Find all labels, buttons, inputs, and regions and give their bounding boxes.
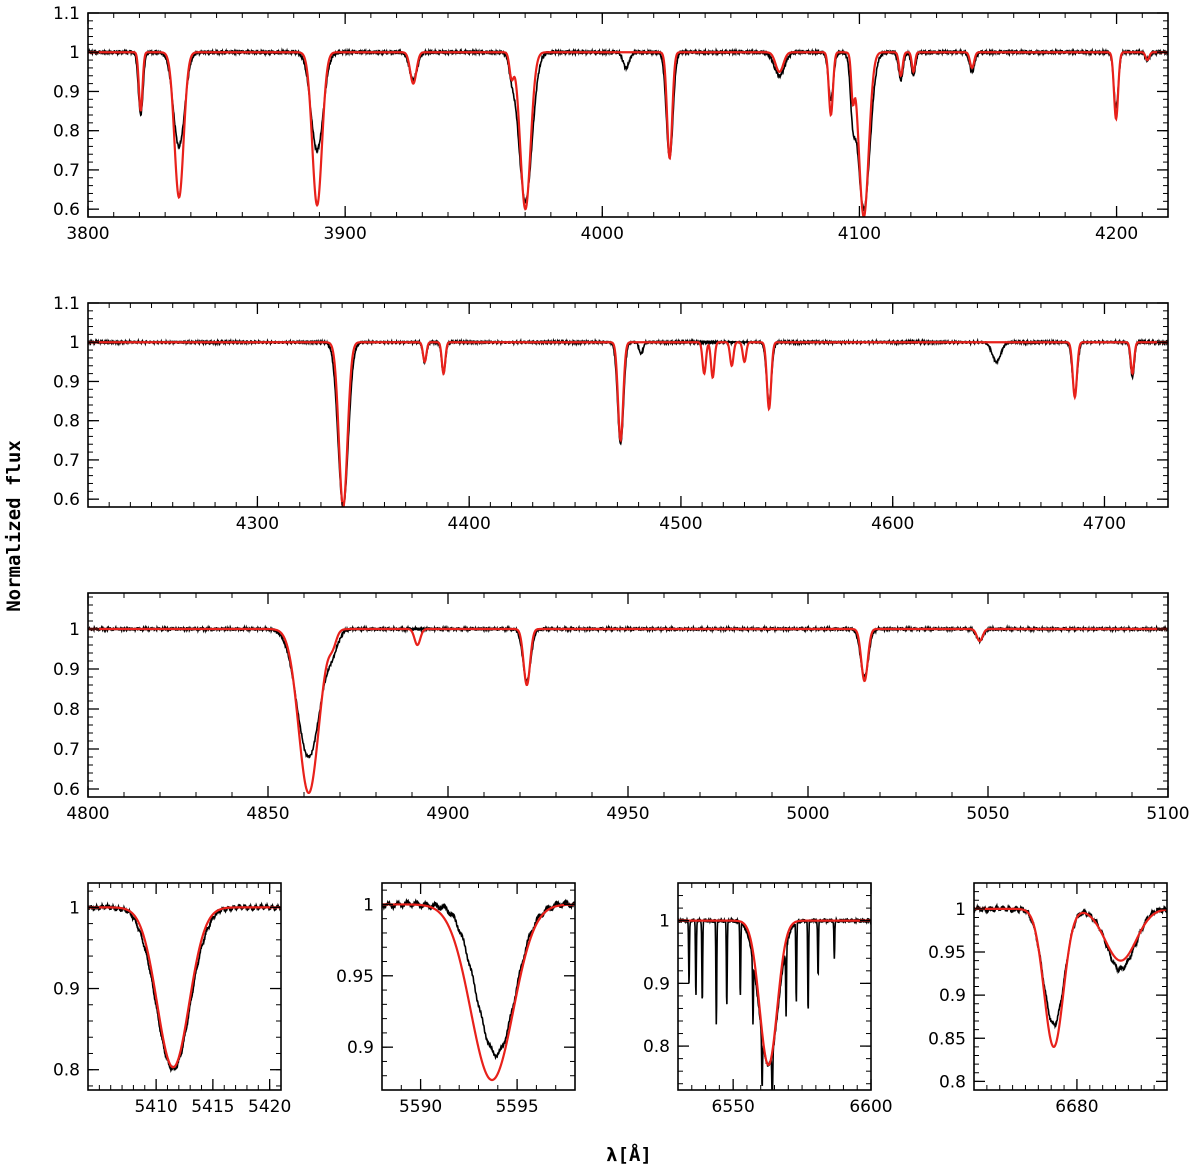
observed-spectrum-line [678,915,871,1090]
y-tick-label: 0.95 [928,943,966,963]
panel-5: 5590 5595 0.9 0.95 1 [336,882,576,1117]
plot-frame [87,12,1169,218]
x-tick-label: 4850 [246,804,289,824]
model-spectrum-line [974,907,1167,1049]
x-tick-label: 6680 [1055,1097,1098,1117]
y-axis-title: Normalized flux [3,440,25,612]
x-tick-label: 5000 [786,804,829,824]
model-spectrum-line [88,51,1168,217]
observed-spectrum-line [88,47,1168,213]
x-tick-label: 4200 [1095,224,1138,244]
y-tick-label: 0.8 [53,700,80,720]
y-tick-label: 0.7 [53,740,80,760]
x-tick-label: 4700 [1083,514,1126,534]
model-spectrum-line [88,627,1168,795]
y-tick-label: 0.9 [53,660,80,680]
observed-spectrum-line [974,902,1167,1030]
y-tick-label: 0.9 [53,82,80,102]
panel-7: 6680 0.8 0.85 0.9 0.95 1 [928,882,1168,1117]
observed-spectrum-line [88,337,1168,507]
y-tick-label: 0.6 [53,780,80,800]
plot-frame [87,592,1169,798]
x-tick-label: 5050 [966,804,1009,824]
y-tick-label: 1 [659,912,670,932]
x-tick-label: 6600 [849,1097,892,1117]
y-tick-label: 1 [69,898,80,918]
panel-6: 6550 6600 0.8 0.9 1 [643,882,893,1117]
y-tick-label: 1 [955,900,966,920]
y-tick-label: 0.8 [53,412,80,432]
x-tick-label: 5590 [399,1097,442,1117]
x-tick-label: 4400 [448,514,491,534]
y-tick-label: 0.6 [53,490,80,510]
y-tick-label: 0.9 [939,986,966,1006]
y-tick-label: 1 [69,43,80,63]
x-tick-label: 4300 [236,514,279,534]
model-spectrum-line [88,906,281,1069]
y-tick-label: 0.9 [643,974,670,994]
y-tick-label: 0.7 [53,161,80,181]
plot-frame [677,882,872,1091]
x-tick-label: 4950 [606,804,649,824]
panel-3: 4800 4850 4900 4950 5000 5050 5100 0.6 0.7 0.8 0.9… [53,592,1190,824]
y-tick-label: 0.8 [643,1037,670,1057]
x-tick-label: 3900 [324,224,367,244]
x-tick-label: 5410 [134,1097,177,1117]
y-tick-label: 1 [69,620,80,640]
plot-frame [381,882,576,1091]
y-tick-label: 0.7 [53,451,80,471]
observed-spectrum-line [382,897,575,1061]
x-tick-label: 6550 [712,1097,755,1117]
y-tick-label: 0.9 [53,372,80,392]
y-tick-label: 0.9 [347,1038,374,1058]
observed-spectrum-line [88,901,281,1073]
y-tick-label: 0.6 [53,200,80,220]
plot-frame [973,882,1168,1091]
y-tick-label: 0.9 [53,980,80,1000]
y-tick-label: 0.8 [939,1072,966,1092]
x-tick-label: 4500 [659,514,702,534]
x-tick-label: 5420 [248,1097,291,1117]
y-tick-label: 0.95 [336,967,374,987]
x-tick-label: 4000 [581,224,624,244]
x-tick-label: 5595 [495,1097,538,1117]
x-tick-label: 4100 [838,224,881,244]
panel-4: 5410 5415 5420 0.8 0.9 1 [53,882,291,1117]
model-spectrum-line [382,903,575,1082]
y-tick-label: 0.8 [53,122,80,142]
x-tick-label: 4800 [66,804,109,824]
y-tick-label: 1 [69,333,80,353]
plot-frame [87,302,1169,508]
x-tick-label: 4900 [426,804,469,824]
y-tick-label: 0.8 [53,1061,80,1081]
y-tick-label: 1.1 [53,4,80,24]
y-tick-label: 1 [363,895,374,915]
model-spectrum-line [678,919,871,1067]
panel-2: 4300 4400 4500 4600 4700 0.6 0.7 0.8 0.9 1 1.1 [53,294,1169,534]
model-spectrum-line [88,341,1168,507]
panel-1: 3800 3900 4000 4100 4200 0.6 0.7 0.8 0.9 1 1.1 [53,4,1169,244]
x-tick-label: 3800 [66,224,109,244]
y-tick-label: 0.85 [928,1029,966,1049]
plot-frame [87,882,282,1091]
x-tick-label: 5100 [1146,804,1189,824]
x-tick-label: 4600 [871,514,914,534]
x-axis-title: λ[Å] [606,1142,652,1166]
x-tick-label: 5415 [191,1097,234,1117]
y-tick-label: 1.1 [53,294,80,314]
observed-spectrum-line [88,624,1168,759]
